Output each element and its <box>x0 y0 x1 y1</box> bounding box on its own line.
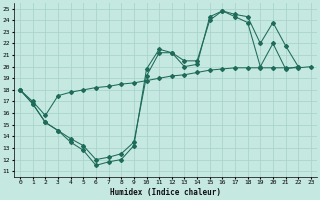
X-axis label: Humidex (Indice chaleur): Humidex (Indice chaleur) <box>110 188 221 197</box>
